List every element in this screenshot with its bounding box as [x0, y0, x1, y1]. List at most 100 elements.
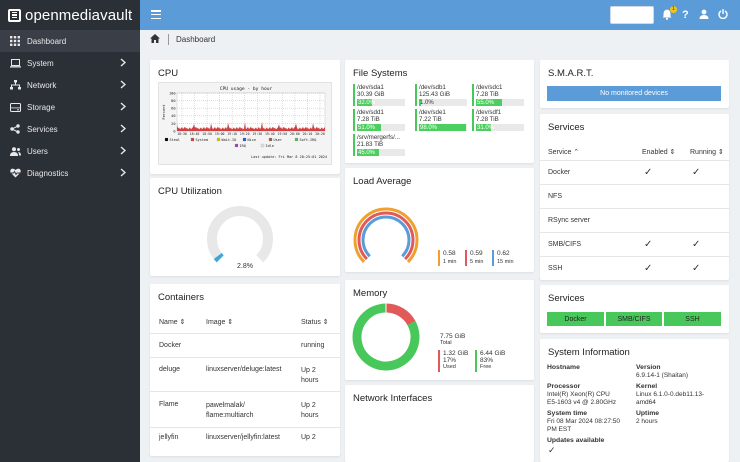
uptime-label: Uptime: [636, 410, 660, 417]
sidebar-item-diagnostics[interactable]: Diagnostics: [0, 162, 140, 184]
container-name: Flame: [159, 401, 179, 408]
y-axis-label: Percent: [162, 104, 166, 119]
service-docker-button[interactable]: Docker: [547, 312, 604, 326]
file-system-size: 7.28 TiB: [476, 91, 499, 98]
breadcrumb-current: Dashboard: [176, 34, 216, 44]
x-tick-label: 20:20: [315, 132, 325, 136]
sidebar-nav: Dashboard System Network Storage: [0, 30, 140, 184]
container-image: linuxserver/jellyfin:latest: [206, 434, 280, 441]
sidebar-item-storage[interactable]: Storage: [0, 96, 140, 118]
column-header-status[interactable]: Status ⇕: [301, 319, 329, 326]
load-legend-marker: [492, 250, 494, 266]
service-name: SMB/CIFS: [548, 241, 582, 248]
file-system-usage-fill: [357, 99, 373, 106]
file-system-size: 7.28 TiB: [476, 116, 499, 123]
card-title: Services: [548, 293, 585, 304]
x-tick-label: 20:00: [290, 132, 300, 136]
cpu-utilization-card: CPU Utilization 2.8%: [150, 178, 340, 276]
user-icon[interactable]: [699, 9, 709, 22]
file-system-item[interactable]: /dev/sdc1 7.28 TiB 55.0%: [472, 84, 524, 106]
file-system-item[interactable]: /dev/sdf1 7.28 TiB 31.0%: [472, 109, 524, 131]
table-header: Name ⇕ Image ⇕ Status ⇕: [150, 314, 340, 334]
gauge-fill: [213, 252, 224, 263]
power-icon[interactable]: [718, 9, 728, 22]
plot-area: [176, 92, 326, 132]
sidebar-item-system[interactable]: System: [0, 52, 140, 74]
sidebar-item-label: Services: [27, 124, 58, 134]
table-row[interactable]: NFS: [540, 184, 729, 208]
service-smb-button[interactable]: SMB/CIFS: [606, 312, 662, 326]
column-header-image[interactable]: Image ⇕: [206, 319, 234, 326]
memory-free: 6.44 GiB 83% Free: [480, 350, 506, 370]
file-system-usage-bar: 55.0%: [476, 99, 524, 106]
sidebar: openmediavault Dashboard System Network: [0, 0, 140, 462]
table-row[interactable]: deluge linuxserver/deluge:latest Up 2 ho…: [150, 357, 340, 391]
sidebar-item-network[interactable]: Network: [0, 74, 140, 96]
card-title: CPU Utilization: [158, 186, 222, 197]
container-name: jellyfin: [159, 434, 179, 441]
sidebar-item-services[interactable]: Services: [0, 118, 140, 140]
y-tick-label: 60: [171, 107, 175, 111]
logo[interactable]: openmediavault: [0, 0, 140, 30]
bell-icon[interactable]: [662, 9, 672, 23]
file-system-item[interactable]: /dev/sda1 30.39 GiB 32.0%: [353, 84, 405, 106]
x-tick-label: 19:30: [252, 132, 262, 136]
load-legend-marker: [438, 250, 440, 266]
file-system-size: 125.43 GiB: [419, 91, 450, 98]
file-system-size: 7.28 TiB: [357, 116, 380, 123]
legend-label: Nice: [248, 138, 256, 142]
service-name: RSync server: [548, 217, 591, 224]
logo-icon: [8, 8, 21, 22]
column-header-running[interactable]: Running ⇕: [690, 149, 724, 156]
load-arc: [361, 215, 411, 258]
table-row[interactable]: SSH ✓ ✓: [540, 256, 729, 280]
memory-total: 7.75 GiB Total: [440, 333, 466, 346]
file-system-usage-fill: [476, 99, 503, 106]
services-summary-card: Services Docker SMB/CIFS SSH: [540, 285, 729, 333]
sidebar-item-users[interactable]: Users: [0, 140, 140, 162]
file-system-item[interactable]: /dev/sde1 7.22 TiB 98.0%: [415, 109, 467, 131]
column-header-service[interactable]: Service ⌃: [548, 149, 580, 156]
x-tick-label: 20:10: [303, 132, 313, 136]
legend-swatch: [242, 137, 247, 142]
table-row[interactable]: Docker ✓ ✓: [540, 160, 729, 184]
menu-toggle-icon[interactable]: [151, 10, 161, 19]
legend-swatch: [164, 137, 169, 142]
home-icon[interactable]: [150, 33, 160, 45]
legend-label: Soft-IRQ: [300, 138, 317, 142]
file-system-item[interactable]: /dev/sdd1 7.28 TiB 51.0%: [353, 109, 405, 131]
hostname-label: Hostname: [547, 364, 580, 371]
table-row[interactable]: RSync server: [540, 208, 729, 232]
file-system-usage-bar: 51.0%: [357, 124, 405, 131]
table-row[interactable]: Docker running: [150, 333, 340, 357]
sidebar-item-dashboard[interactable]: Dashboard: [0, 30, 140, 52]
table-row[interactable]: jellyfin linuxserver/jellyfin:latest Up …: [150, 427, 340, 451]
x-tick-label: 19:00: [215, 132, 225, 136]
file-system-usage-fill: [357, 149, 379, 156]
file-system-item[interactable]: /srv/mergerfs/... 21.83 TiB 45.0%: [353, 134, 405, 156]
card-title: System Information: [548, 347, 630, 358]
file-system-usage-bar: 32.0%: [357, 99, 405, 106]
file-system-item[interactable]: /dev/sdb1 125.43 GiB 1.0%: [415, 84, 467, 106]
file-system-usage-label: 45.0%: [358, 150, 376, 156]
file-system-name: /dev/sda1: [357, 84, 384, 91]
help-icon[interactable]: ?: [682, 9, 689, 21]
service-ssh-button[interactable]: SSH: [664, 312, 721, 326]
column-header-enabled[interactable]: Enabled ⇕: [642, 149, 676, 156]
sidebar-item-label: System: [27, 58, 54, 68]
file-system-usage-fill: [476, 124, 491, 131]
card-title: Containers: [158, 292, 204, 303]
search-input[interactable]: [610, 6, 654, 24]
sidebar-item-label: Users: [27, 146, 48, 156]
table-row[interactable]: Flame pawelmalak/ flame:multiarch Up 2 h…: [150, 391, 340, 427]
last-update-label: Last update: Fri Mar 8 20:25:01 2024: [251, 155, 327, 159]
share-icon: [9, 123, 21, 135]
column-header-name[interactable]: Name ⇕: [159, 319, 186, 326]
file-system-usage-label: 55.0%: [477, 100, 495, 106]
file-system-name: /dev/sdc1: [476, 84, 503, 91]
uptime-value: 2 hours: [636, 418, 658, 425]
container-name: Docker: [159, 342, 182, 349]
table-row[interactable]: SMB/CIFS ✓ ✓: [540, 232, 729, 256]
network-interfaces-card: Network Interfaces: [345, 385, 534, 462]
container-image: pawelmalak/ flame:multiarch: [206, 402, 254, 419]
